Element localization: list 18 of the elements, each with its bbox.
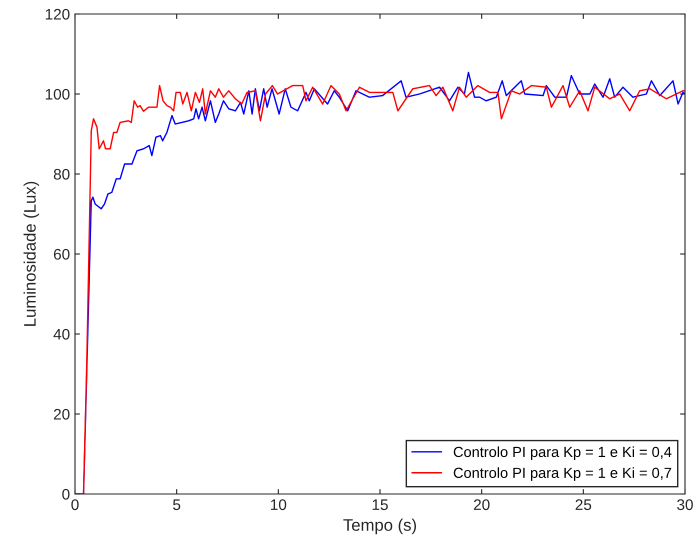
x-tick-label: 0 [71,499,79,510]
x-axis-title: Tempo (s) [343,518,416,534]
legend-label: Controlo PI para Kp = 1 e Ki = 0,4 [454,446,672,460]
y-tick-label: 40 [54,328,70,340]
x-tick-label: 15 [372,499,388,510]
y-tick-label: 60 [54,248,70,260]
x-tick-label: 20 [474,499,490,510]
y-tick-label: 0 [62,488,70,500]
y-tick-label: 120 [46,8,70,20]
x-tick-label: 10 [271,499,286,510]
x-tick-label: 30 [677,499,693,510]
x-tick-label: 5 [173,499,180,510]
y-tick-label: 20 [54,408,70,420]
x-tick-label: 25 [576,499,592,510]
legend-label: Controlo PI para Kp = 1 e Ki = 0,7 [454,467,672,481]
y-tick-label: 80 [54,168,70,180]
y-axis-title: Luminosidade (Lux) [24,182,40,326]
y-tick-label: 100 [46,88,70,100]
